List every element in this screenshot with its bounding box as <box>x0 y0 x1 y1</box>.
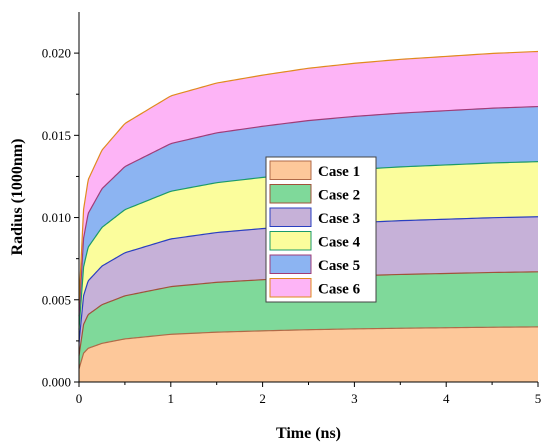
legend-swatch-4 <box>269 231 312 251</box>
series-line-6 <box>78 50 539 304</box>
legend-swatch-2 <box>269 184 312 204</box>
x-tick-label: 5 <box>535 391 542 406</box>
legend: Case 1 Case 2 Case 3 Case 4 Case 5 Case 6 <box>265 156 377 303</box>
legend-label-4: Case 4 <box>318 235 361 251</box>
legend-box <box>265 156 377 303</box>
x-tick-label: 4 <box>443 391 450 406</box>
y-tick-label: 0.015 <box>42 128 71 143</box>
area-series-group <box>78 50 539 382</box>
area-band-1 <box>79 326 538 382</box>
x-tick-label: 2 <box>259 391 266 406</box>
y-tick-label: 0.010 <box>42 210 71 225</box>
legend-label-6: Case 6 <box>318 282 361 298</box>
series-line-3 <box>78 216 539 343</box>
legend-label-5: Case 5 <box>318 258 360 274</box>
series-line-5 <box>78 105 539 317</box>
y-tick-label: 0.000 <box>42 375 71 390</box>
legend-label-2: Case 2 <box>318 188 360 204</box>
area-band-6 <box>79 51 538 317</box>
x-tick-label: 0 <box>76 391 83 406</box>
series-line-1 <box>78 326 539 370</box>
axes: 0 1 2 3 4 5 0.000 0.005 0.010 0.015 0.020 <box>42 12 542 406</box>
y-tick-label: 0.005 <box>42 292 71 307</box>
area-band-5 <box>79 106 538 330</box>
y-tick-label: 0.020 <box>42 46 71 61</box>
legend-swatch-5 <box>269 254 312 274</box>
area-band-2 <box>79 271 538 369</box>
x-axis-title: Time (ns) <box>276 425 341 442</box>
x-tick-label: 3 <box>351 391 358 406</box>
area-band-4 <box>79 161 538 343</box>
legend-swatch-3 <box>269 207 312 227</box>
series-line-2 <box>78 271 539 356</box>
x-tick-label: 1 <box>168 391 175 406</box>
legend-label-1: Case 1 <box>318 164 360 180</box>
legend-swatch-1 <box>269 160 312 180</box>
area-band-3 <box>79 216 538 356</box>
legend-swatch-6 <box>269 278 312 298</box>
y-axis-title: Radius (1000nm) <box>9 139 26 256</box>
series-line-4 <box>78 161 539 330</box>
legend-label-3: Case 3 <box>318 211 360 227</box>
